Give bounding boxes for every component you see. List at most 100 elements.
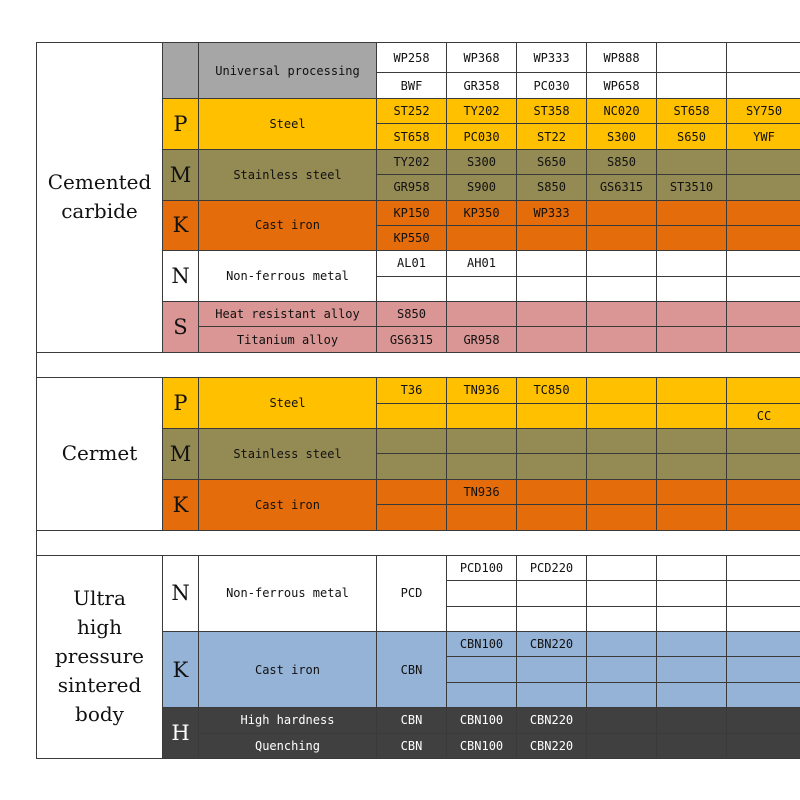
grade-cell xyxy=(656,554,727,582)
grade-cell: GR958 xyxy=(376,174,447,201)
grade-cell xyxy=(656,504,727,531)
grade-cell: S300 xyxy=(586,123,657,150)
grade-cell xyxy=(376,428,447,455)
grade-cell: GS6315 xyxy=(586,174,657,201)
grade-cell xyxy=(516,605,587,633)
grade-cell: GR958 xyxy=(446,326,517,353)
section-title: Cermet xyxy=(36,377,163,531)
spacer-row xyxy=(36,529,800,556)
grade-cell xyxy=(586,326,657,353)
grade-cell xyxy=(656,656,727,683)
grade-cell xyxy=(656,681,727,709)
grade-cell: WP658 xyxy=(586,72,657,99)
grade-cell xyxy=(586,554,657,582)
grade-cell xyxy=(586,681,657,709)
grade-cell xyxy=(516,453,587,480)
grade-cell: CBN xyxy=(376,707,447,734)
material-label: Cast iron xyxy=(198,631,377,709)
grade-cell xyxy=(726,707,800,734)
grade-cell: TN936 xyxy=(446,377,517,404)
grade-cell: GR358 xyxy=(446,72,517,99)
grade-cell xyxy=(376,478,447,506)
grade-cell: TN936 xyxy=(446,478,517,506)
grade-cell: AH01 xyxy=(446,250,517,277)
grade-cell: SY750 xyxy=(726,98,800,125)
grade-cell xyxy=(726,199,800,226)
grade-cell: CBN xyxy=(376,732,447,759)
grade-cell xyxy=(586,199,657,226)
material-letter: M xyxy=(162,428,199,480)
grade-cell xyxy=(656,275,727,303)
material-label: Universal processing xyxy=(198,42,377,99)
material-label: Non-ferrous metal xyxy=(198,554,377,633)
grade-cell xyxy=(656,478,727,506)
grade-cell xyxy=(446,504,517,531)
grade-cell: ST3510 xyxy=(656,174,727,201)
grade-cell xyxy=(516,428,587,455)
material-letter: N xyxy=(162,554,199,633)
material-letter: H xyxy=(162,707,199,759)
grade-cell xyxy=(726,554,800,582)
grade-cell xyxy=(726,732,800,759)
grade-cell: PC030 xyxy=(446,123,517,150)
grade-cell xyxy=(516,275,587,303)
grade-cell xyxy=(726,478,800,506)
grade-cell: ST22 xyxy=(516,123,587,150)
grade-cell xyxy=(516,656,587,683)
material-label: Steel xyxy=(198,98,377,150)
grade-cell xyxy=(586,453,657,480)
grade-cell: ST658 xyxy=(656,98,727,125)
grade-cell: S650 xyxy=(656,123,727,150)
grade-cell xyxy=(726,174,800,201)
grade-cell xyxy=(516,580,587,607)
grade-cell xyxy=(586,707,657,734)
grade-cell: CBN220 xyxy=(516,732,587,759)
grade-cell xyxy=(656,402,727,429)
grade-cell: BWF xyxy=(376,72,447,99)
material-sublabel: Titanium alloy xyxy=(198,326,377,353)
grade-cell: S850 xyxy=(586,148,657,176)
grade-cell xyxy=(726,72,800,99)
grade-cell xyxy=(726,301,800,328)
grade-cell: S850 xyxy=(376,301,447,328)
grade-cell xyxy=(726,148,800,176)
grade-cell xyxy=(656,732,727,759)
grade-cell xyxy=(656,42,727,73)
grade-cell: WP258 xyxy=(376,42,447,73)
grade-cell xyxy=(586,428,657,455)
grade-cell: YWF xyxy=(726,123,800,150)
grade-cell xyxy=(586,732,657,759)
grade-cell xyxy=(656,428,727,455)
grade-cell xyxy=(586,250,657,277)
grade-cell xyxy=(446,605,517,633)
grade-cell xyxy=(516,250,587,277)
section-title: Ultra high pressure sintered body xyxy=(36,554,163,759)
grade-cell xyxy=(586,504,657,531)
grade-cell xyxy=(656,224,727,252)
grade-cell xyxy=(726,377,800,404)
grade-cell: CBN xyxy=(376,631,447,709)
grade-cell: KP550 xyxy=(376,224,447,252)
grade-cell: WP368 xyxy=(446,42,517,73)
grade-cell: CBN100 xyxy=(446,707,517,734)
grade-cell xyxy=(726,275,800,303)
grade-cell xyxy=(586,605,657,633)
material-letter: K xyxy=(162,478,199,531)
material-label: Cast iron xyxy=(198,199,377,252)
grade-cell xyxy=(586,580,657,607)
grade-cell xyxy=(656,377,727,404)
material-letter: K xyxy=(162,199,199,252)
grade-cell xyxy=(586,478,657,506)
grade-cell xyxy=(446,275,517,303)
grade-cell xyxy=(656,199,727,226)
grade-cell: PC030 xyxy=(516,72,587,99)
grade-cell xyxy=(656,326,727,353)
grade-cell xyxy=(586,631,657,658)
grade-cell: KP350 xyxy=(446,199,517,226)
grade-cell xyxy=(516,681,587,709)
grade-cell: PCD220 xyxy=(516,554,587,582)
grade-cell xyxy=(376,453,447,480)
grade-cell xyxy=(656,631,727,658)
grade-cell xyxy=(656,707,727,734)
